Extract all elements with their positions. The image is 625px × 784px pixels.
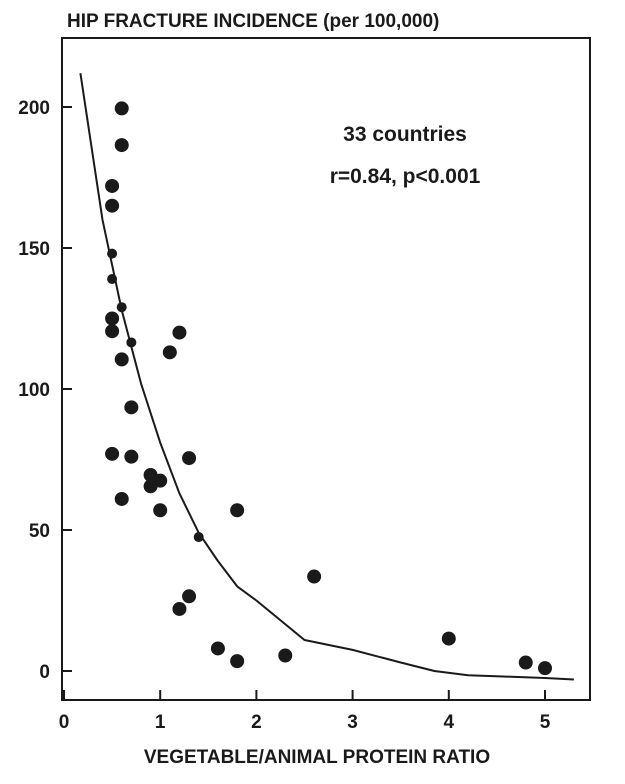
data-point (124, 400, 139, 415)
data-points-group (105, 101, 552, 676)
data-point (307, 569, 322, 584)
data-point (105, 446, 120, 461)
x-tick-label: 4 (444, 712, 455, 733)
data-point (105, 311, 120, 326)
y-axis-title: HIP FRACTURE INCIDENCE (per 100,000) (67, 11, 439, 32)
data-point (441, 631, 456, 646)
data-point (116, 302, 127, 313)
x-tick-label: 3 (347, 712, 358, 733)
data-point (172, 325, 187, 340)
trend-curve (79, 73, 574, 681)
data-point (182, 451, 197, 466)
data-point (126, 337, 137, 348)
x-tick-label: 0 (59, 712, 70, 733)
x-tick-label: 1 (155, 712, 166, 733)
data-point (107, 248, 118, 259)
plot-border (61, 37, 591, 701)
data-point (210, 641, 225, 656)
y-tick-label: 50 (29, 521, 50, 542)
data-point (114, 352, 129, 367)
annotation-correlation: r=0.84, p<0.001 (330, 165, 481, 188)
data-point (107, 274, 118, 285)
x-tick-label: 5 (540, 712, 551, 733)
data-point (114, 138, 129, 153)
y-tick-label: 200 (18, 98, 50, 119)
data-point (230, 503, 245, 518)
data-point (193, 532, 204, 543)
data-point (518, 655, 533, 670)
data-point (105, 324, 120, 339)
data-point (230, 654, 245, 669)
y-tick-label: 150 (18, 239, 50, 260)
data-point (105, 178, 120, 193)
data-point (172, 601, 187, 616)
annotation-countries: 33 countries (343, 123, 467, 146)
y-tick-label: 100 (18, 380, 50, 401)
y-tick-label: 0 (39, 662, 50, 683)
data-point (162, 345, 177, 360)
data-point (153, 473, 168, 488)
data-point (114, 491, 129, 506)
x-axis-title: VEGETABLE/ANIMAL PROTEIN RATIO (144, 747, 490, 768)
axis-ticks (62, 106, 546, 700)
data-point (153, 503, 168, 518)
data-point (538, 661, 552, 676)
plot-frame (61, 37, 591, 701)
x-tick-label: 2 (251, 712, 262, 733)
data-point (105, 198, 120, 213)
data-point (182, 589, 197, 604)
data-point (114, 101, 129, 116)
data-point (124, 449, 139, 464)
trend-curve-group (79, 73, 574, 681)
data-point (278, 648, 293, 663)
